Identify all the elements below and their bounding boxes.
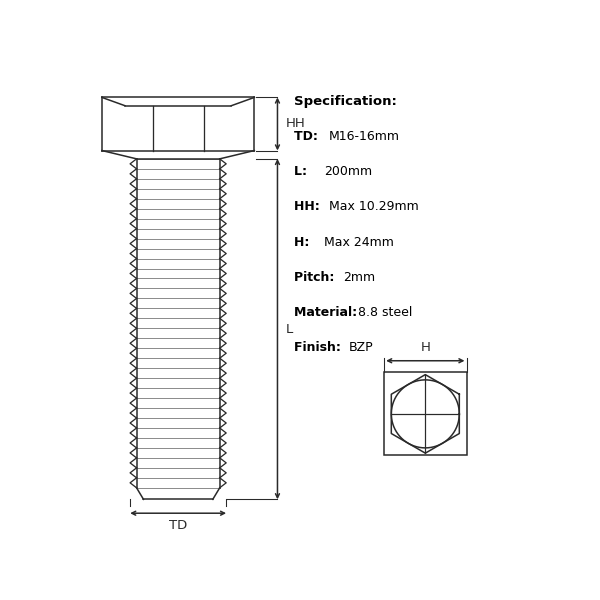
Text: HH:: HH: bbox=[293, 200, 324, 214]
Text: Specification:: Specification: bbox=[293, 95, 397, 108]
Text: 200mm: 200mm bbox=[324, 166, 372, 178]
Text: 8.8 steel: 8.8 steel bbox=[358, 306, 412, 319]
Text: Pitch:: Pitch: bbox=[293, 271, 338, 284]
Text: M16-16mm: M16-16mm bbox=[329, 130, 400, 143]
Text: H:: H: bbox=[293, 236, 313, 248]
Text: L: L bbox=[286, 323, 293, 335]
Text: L:: L: bbox=[293, 166, 311, 178]
Text: Finish:: Finish: bbox=[293, 341, 345, 354]
Text: 2mm: 2mm bbox=[344, 271, 376, 284]
Text: BZP: BZP bbox=[349, 341, 373, 354]
Bar bbox=[384, 372, 467, 455]
Text: H: H bbox=[421, 341, 430, 354]
Text: Material:: Material: bbox=[293, 306, 361, 319]
Text: Max 24mm: Max 24mm bbox=[324, 236, 394, 248]
Text: Max 10.29mm: Max 10.29mm bbox=[329, 200, 419, 214]
Text: TD:: TD: bbox=[293, 130, 322, 143]
Text: TD: TD bbox=[169, 519, 187, 532]
Text: HH: HH bbox=[286, 118, 305, 130]
